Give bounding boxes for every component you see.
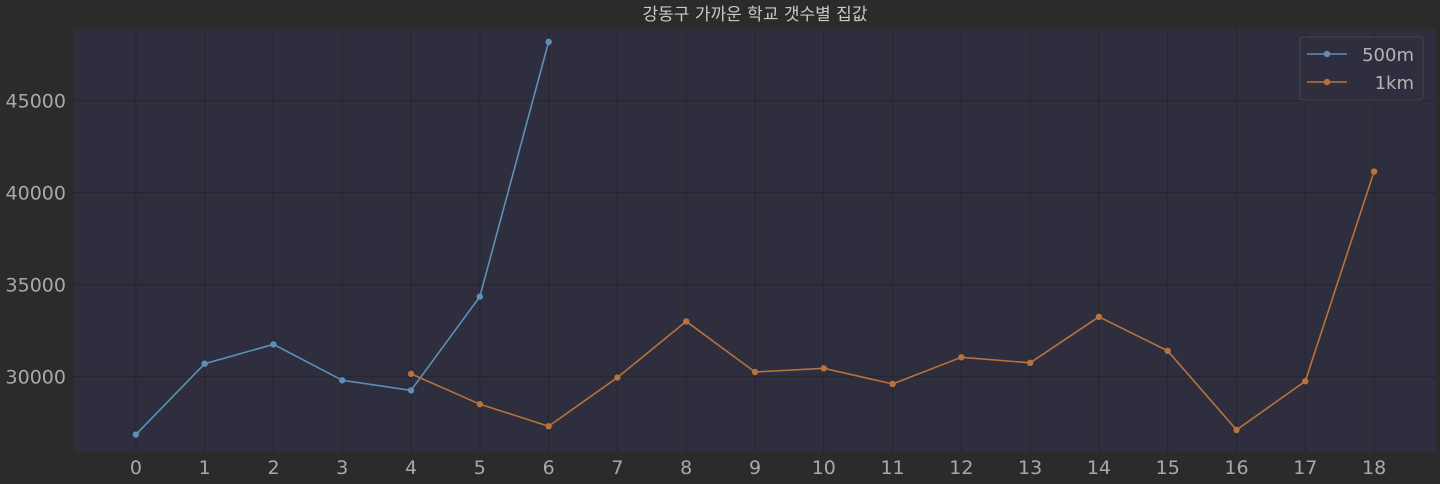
data-point-1km xyxy=(889,380,896,388)
y-tick-label: 40000 xyxy=(6,183,66,205)
x-tick-label: 8 xyxy=(680,457,692,479)
x-tick-label: 9 xyxy=(749,457,761,479)
x-tick-label: 15 xyxy=(1156,457,1180,479)
x-tick-label: 0 xyxy=(130,457,142,479)
data-point-1km xyxy=(545,423,552,430)
y-tick-label: 30000 xyxy=(6,367,66,389)
x-tick-label: 1 xyxy=(199,457,211,479)
data-point-500m xyxy=(545,38,552,46)
x-tick-label: 6 xyxy=(543,457,555,479)
x-tick-label: 11 xyxy=(880,457,904,479)
x-tick-label: 16 xyxy=(1224,457,1248,479)
chart-title: 강동구 가까운 학교 갯수별 집값 xyxy=(643,5,868,25)
x-tick-label: 2 xyxy=(267,457,279,479)
data-point-1km xyxy=(614,374,621,381)
data-point-1km xyxy=(820,365,827,372)
x-tick-label: 14 xyxy=(1087,457,1111,479)
data-point-1km xyxy=(683,318,690,325)
x-tick-label: 10 xyxy=(812,457,836,479)
data-point-500m xyxy=(270,341,277,348)
data-point-500m xyxy=(201,360,208,367)
data-point-500m xyxy=(407,387,415,394)
x-tick-label: 3 xyxy=(336,457,348,479)
data-point-1km xyxy=(751,368,759,376)
data-point-1km xyxy=(1164,347,1171,355)
legend-label-500m: 500m xyxy=(1362,45,1414,66)
data-point-1km xyxy=(1026,359,1034,367)
legend-box xyxy=(1299,36,1424,101)
x-tick-label: 7 xyxy=(611,457,623,479)
x-tick-label: 12 xyxy=(949,457,973,479)
data-point-1km xyxy=(958,354,965,361)
legend-label-1km: 1km xyxy=(1375,73,1414,94)
x-tick-label: 5 xyxy=(474,457,486,479)
data-point-1km xyxy=(476,400,484,408)
data-point-1km xyxy=(1233,426,1240,434)
data-point-1km xyxy=(1370,168,1378,175)
y-tick-label: 45000 xyxy=(6,91,66,113)
x-tick-label: 18 xyxy=(1362,457,1386,479)
legend-swatch-marker xyxy=(1323,50,1331,58)
x-tick-label: 17 xyxy=(1293,457,1317,479)
x-tick-label: 13 xyxy=(1018,457,1042,479)
y-tick-label: 35000 xyxy=(6,275,66,297)
data-point-1km xyxy=(1302,377,1309,385)
data-point-1km xyxy=(407,370,415,378)
data-point-500m xyxy=(339,377,346,384)
legend-swatch-marker xyxy=(1323,78,1331,86)
data-point-1km xyxy=(1095,313,1103,321)
data-point-500m xyxy=(132,431,140,438)
x-tick-label: 4 xyxy=(405,457,417,479)
data-point-500m xyxy=(476,293,484,300)
